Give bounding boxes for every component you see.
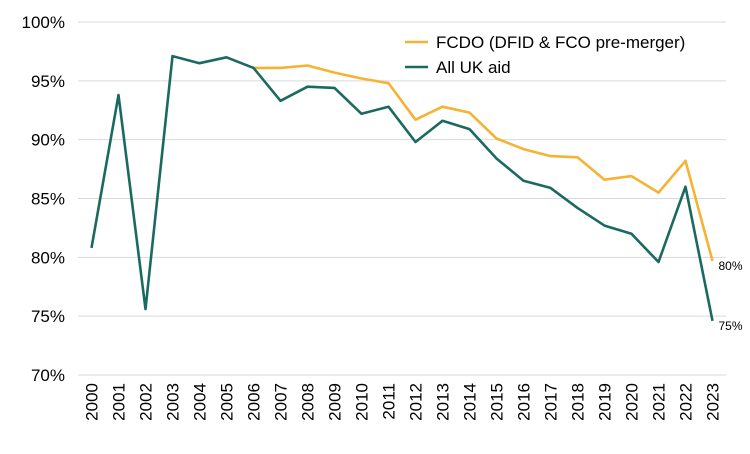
x-tick-label: 2008 <box>299 383 318 421</box>
legend: FCDO (DFID & FCO pre-merger) All UK aid <box>405 33 685 77</box>
end-labels: 80% 75% <box>719 259 743 333</box>
x-tick-label: 2004 <box>191 383 210 421</box>
series-line-0 <box>253 64 714 262</box>
x-tick-label: 2017 <box>542 383 561 421</box>
y-tick-label: 80% <box>31 248 65 267</box>
x-tick-label: 2002 <box>137 383 156 421</box>
series-line-1 <box>90 54 714 322</box>
x-tick-label: 2018 <box>569 383 588 421</box>
x-tick-label: 2005 <box>218 383 237 421</box>
end-value-label: 80% <box>719 259 743 273</box>
x-tick-label: 2010 <box>353 383 372 421</box>
y-tick-label: 90% <box>31 131 65 150</box>
x-tick-label: 2015 <box>488 383 507 421</box>
gridlines <box>78 21 726 376</box>
x-tick-label: 2022 <box>677 383 696 421</box>
x-tick-label: 2011 <box>380 383 399 420</box>
y-axis-ticks: 70% 75% 80% 85% 90% 95% 100% <box>22 13 65 385</box>
x-tick-label: 2016 <box>515 383 534 421</box>
y-tick-label: 70% <box>31 366 65 385</box>
y-tick-label: 100% <box>22 13 65 32</box>
x-tick-label: 2023 <box>704 383 723 421</box>
x-tick-label: 2000 <box>83 383 102 421</box>
legend-entry: All UK aid <box>436 58 511 77</box>
x-tick-label: 2019 <box>596 383 615 421</box>
x-tick-label: 2013 <box>434 383 453 421</box>
legend-entry: FCDO (DFID & FCO pre-merger) <box>436 33 685 52</box>
y-tick-label: 75% <box>31 307 65 326</box>
y-tick-label: 95% <box>31 72 65 91</box>
x-tick-label: 2012 <box>407 383 426 421</box>
end-value-label: 75% <box>719 319 743 333</box>
x-axis-ticks: 2000 2001 2002 2003 2004 2005 2006 2007 2008 2009… <box>83 383 723 421</box>
x-tick-label: 2014 <box>461 383 480 421</box>
x-tick-label: 2001 <box>110 383 129 421</box>
x-tick-label: 2021 <box>650 383 669 421</box>
x-tick-label: 2009 <box>326 383 345 421</box>
series-lines <box>90 54 714 322</box>
x-tick-label: 2003 <box>164 383 183 421</box>
x-tick-label: 2020 <box>623 383 642 421</box>
x-tick-label: 2007 <box>272 383 291 421</box>
y-tick-label: 85% <box>31 190 65 209</box>
x-tick-label: 2006 <box>245 383 264 421</box>
